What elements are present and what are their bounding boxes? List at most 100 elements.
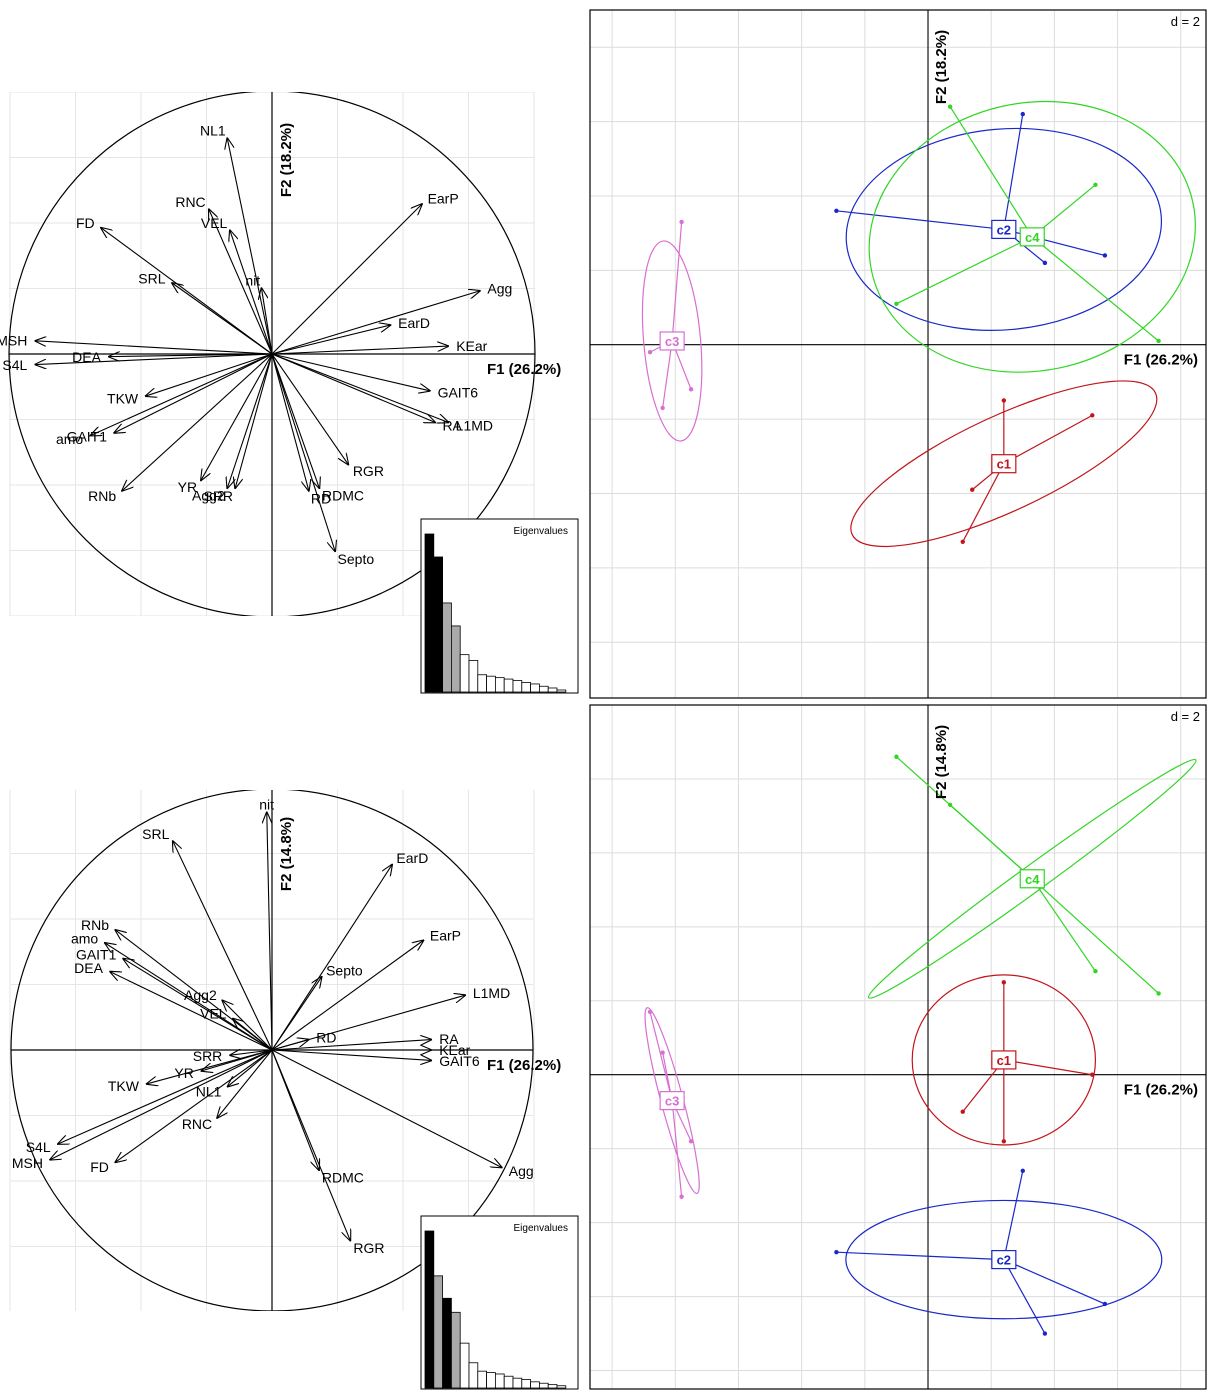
eigenvalue-bar-8 <box>486 1372 496 1389</box>
eigenvalue-bar-16 <box>556 689 567 693</box>
vector-arrow-FD <box>101 228 273 355</box>
vector-arrow-VEL <box>230 230 273 355</box>
cluster-c2 <box>834 1168 1163 1336</box>
cluster-link-c2 <box>1003 1170 1024 1260</box>
vector-label-SRR: SRR <box>193 1048 223 1064</box>
vector-arrow-L1MD <box>271 353 448 422</box>
vector-label-RNb: RNb <box>81 917 109 933</box>
vector-arrow-RD <box>271 1040 309 1051</box>
cluster-point-c2-4 <box>1042 1331 1048 1336</box>
eigenvalue-bar-9 <box>494 1373 505 1389</box>
eigenvalue-bar-6 <box>468 1362 479 1389</box>
vector-label-RGR: RGR <box>353 1240 384 1256</box>
cluster-c4 <box>868 100 1196 373</box>
vector-label-NL1: NL1 <box>200 123 226 139</box>
vector-label-amo: amo <box>56 431 83 447</box>
vector-arrow-TKW <box>147 1049 273 1084</box>
eigenvalue-bar-1 <box>424 533 435 693</box>
cluster-link-c1 <box>962 463 1005 543</box>
cluster-c1 <box>850 380 1158 548</box>
eigenvalue-bar-5 <box>459 1342 470 1389</box>
eigenvalue-bar-2 <box>433 556 443 693</box>
cluster-link-c2 <box>836 210 1004 231</box>
eigenvalue-bar-7 <box>477 1370 487 1389</box>
vector-arrow-RDMC <box>271 353 319 488</box>
vector-label-RDMC: RDMC <box>322 1170 364 1186</box>
cluster-link-c2 <box>1003 1259 1046 1334</box>
vector-label-TKW: TKW <box>107 391 139 407</box>
vector-arrow-Agg <box>271 291 480 355</box>
vector-arrow-RGR <box>271 1049 350 1241</box>
cluster-label-c4: c4 <box>1019 227 1045 247</box>
vector-arrow-EarP <box>271 940 423 1051</box>
cluster-point-c2-1 <box>1020 1168 1025 1174</box>
vector-label-RNC: RNC <box>182 1116 212 1132</box>
eigenvalue-bar-4 <box>450 1311 461 1389</box>
eigenvalue-bar-11 <box>512 1377 523 1389</box>
cluster-label-box <box>991 1249 1017 1270</box>
eigenvalue-bar-13 <box>530 683 540 693</box>
vector-arrow-FD <box>115 1049 273 1162</box>
eigenvalue-bar-5 <box>459 654 470 693</box>
x-axis-label: F1 (26.2%) <box>1124 1082 1198 1099</box>
vector-arrow-Agg2 <box>222 1000 273 1051</box>
vector-label-EarD: EarD <box>396 850 428 866</box>
eigenvalues-title: Eigenvalues <box>514 526 568 537</box>
eigenvalue-bar-3 <box>442 1297 452 1389</box>
vector-label-Agg: Agg <box>509 1163 534 1179</box>
vector-label-TKW: TKW <box>108 1078 140 1094</box>
vector-label-NL1: NL1 <box>196 1084 222 1100</box>
cluster-label-text: c1 <box>997 1053 1011 1068</box>
vector-arrow-EarP <box>271 204 422 355</box>
vector-label-GAIT6: GAIT6 <box>439 1053 480 1069</box>
eigenvalue-bar-11 <box>512 680 523 693</box>
cluster-label-c3: c3 <box>659 1091 685 1111</box>
eigenvalue-bar-15 <box>547 1384 558 1389</box>
vector-label-GAIT1: GAIT1 <box>76 946 117 962</box>
cluster-point-c3-2 <box>647 349 653 355</box>
cluster-point-c4-3 <box>894 301 899 306</box>
vector-arrow-RNb <box>115 930 273 1051</box>
vector-label-S4L: S4L <box>2 357 27 373</box>
cluster-label-c1: c1 <box>991 454 1017 474</box>
cluster-link-c4 <box>949 804 1033 880</box>
correlation-circle-1: NL1 RNC VEL FD SRL nit EarP Agg EarD MSH DEA S4L KEa… <box>0 92 579 694</box>
vector-label-GAIT1: GAIT1 <box>67 428 108 444</box>
vector-label-VEL: VEL <box>200 1006 227 1022</box>
y-axis-label: F2 (14.8%) <box>933 725 950 799</box>
cluster-point-c4-4 <box>1156 991 1161 996</box>
cluster-point-c3-2 <box>660 1050 665 1055</box>
vector-label-FD: FD <box>76 215 95 231</box>
cluster-label-text: c3 <box>665 1094 679 1109</box>
cluster-label-text: c1 <box>997 457 1011 472</box>
eigenvalues-title: Eigenvalues <box>514 1223 568 1234</box>
vector-arrow-MSH <box>50 1049 273 1160</box>
vector-arrow-Agg2 <box>227 353 273 488</box>
cluster-plot-2: c1 c2 c4 c3 d = 2 F2 (14.8%) F1 (26.2%) <box>589 704 1207 1390</box>
cluster-ellipse-c1 <box>850 380 1158 548</box>
cluster-point-c1-1 <box>1001 398 1007 403</box>
cluster-label-box <box>1019 227 1045 247</box>
vector-arrow-RNC <box>217 1049 273 1118</box>
cluster-point-c3-3 <box>688 1139 694 1144</box>
vector-label-SRL: SRL <box>138 270 165 286</box>
cluster-point-c1-4 <box>1001 1139 1007 1144</box>
vector-label-RA: RA <box>439 1031 459 1047</box>
cluster-point-c3-1 <box>679 219 684 225</box>
cluster-link-c3 <box>671 221 683 342</box>
cluster-label-box <box>659 331 685 351</box>
eigenvalue-bar-15 <box>547 687 558 693</box>
plot-frame <box>589 704 1207 1390</box>
vector-label-Agg2: Agg2 <box>192 488 225 504</box>
cluster-label-text: c2 <box>997 222 1011 237</box>
cluster-label-text: c3 <box>665 334 679 349</box>
eigenvalue-bar-12 <box>521 682 531 693</box>
vector-label-Agg: Agg <box>487 281 512 297</box>
vector-label-nit: nit <box>245 272 260 288</box>
vector-label-Agg2: Agg2 <box>184 987 217 1003</box>
cluster-label-text: c4 <box>1025 872 1040 887</box>
cluster-link-c1 <box>1003 1059 1093 1076</box>
vector-label-KEar: KEar <box>456 338 487 354</box>
vector-arrow-EarD <box>271 865 392 1051</box>
cluster-ellipse-c2 <box>845 1199 1163 1320</box>
